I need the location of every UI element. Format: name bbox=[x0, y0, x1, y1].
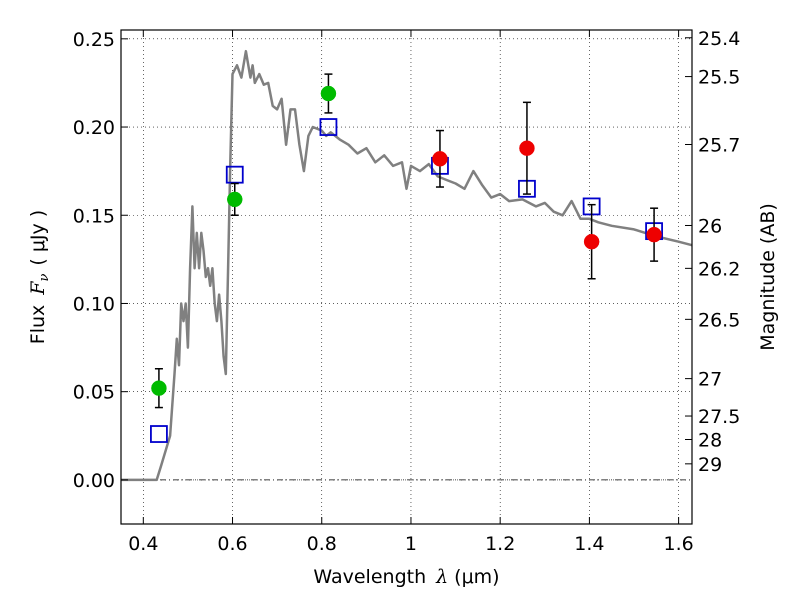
model-flux-square bbox=[225, 165, 244, 184]
x-tick-label: 0.6 bbox=[217, 533, 247, 555]
y2-axis-label: Magnitude (AB) bbox=[757, 203, 779, 351]
red-data-point bbox=[519, 140, 535, 156]
x-axis-label: Wavelength λ (μm) bbox=[313, 566, 499, 588]
axis-ticks: 0.4 0.6 0.8 1 1.2 1.4 1.6 0.00 0.05 0.10 0.15 0.20 0… bbox=[73, 28, 741, 555]
x-tick-label: 0.8 bbox=[307, 533, 337, 555]
x-tick-label: 1.6 bbox=[664, 533, 694, 555]
x-tick-label: 1 bbox=[405, 533, 417, 555]
green-data-point bbox=[227, 191, 243, 208]
y-tick-label: 0.10 bbox=[73, 293, 115, 315]
green-data-point bbox=[320, 85, 337, 102]
grid bbox=[121, 30, 692, 524]
model-flux-square bbox=[319, 118, 338, 136]
magnitude-tick-label: 28 bbox=[698, 429, 722, 451]
x-tick-label: 1.4 bbox=[574, 533, 604, 555]
x-tick-label: 0.4 bbox=[128, 533, 158, 555]
magnitude-tick-label: 26.5 bbox=[698, 309, 740, 331]
magnitude-tick-label: 25.4 bbox=[698, 28, 740, 50]
sed-curve-layer bbox=[121, 49, 693, 482]
y-tick-label: 0.25 bbox=[73, 29, 115, 51]
magnitude-tick-label: 25.5 bbox=[698, 67, 740, 89]
magnitude-tick-label: 29 bbox=[698, 454, 722, 476]
y-axis-label: FluxFν( μJy ) bbox=[27, 210, 52, 344]
magnitude-tick-label: 27 bbox=[698, 369, 722, 391]
y-tick-label: 0.15 bbox=[73, 205, 115, 227]
magnitude-tick-label: 25.7 bbox=[698, 135, 740, 157]
plot-frame bbox=[120, 29, 693, 525]
model-flux-square bbox=[150, 425, 168, 443]
red-data-point bbox=[432, 151, 448, 167]
y-tick-label: 0.20 bbox=[73, 117, 115, 139]
data-points-layer bbox=[150, 73, 663, 443]
sed-curve bbox=[121, 49, 693, 482]
y-tick-label: 0.05 bbox=[73, 382, 115, 404]
magnitude-tick-label: 26 bbox=[698, 215, 722, 237]
red-data-point bbox=[583, 233, 600, 250]
magnitude-tick-label: 26.2 bbox=[698, 258, 740, 280]
x-tick-label: 1.2 bbox=[485, 533, 515, 555]
green-data-point bbox=[151, 380, 167, 396]
red-data-point bbox=[646, 226, 662, 243]
y-tick-label: 0.00 bbox=[73, 470, 115, 492]
magnitude-tick-label: 27.5 bbox=[698, 406, 740, 428]
